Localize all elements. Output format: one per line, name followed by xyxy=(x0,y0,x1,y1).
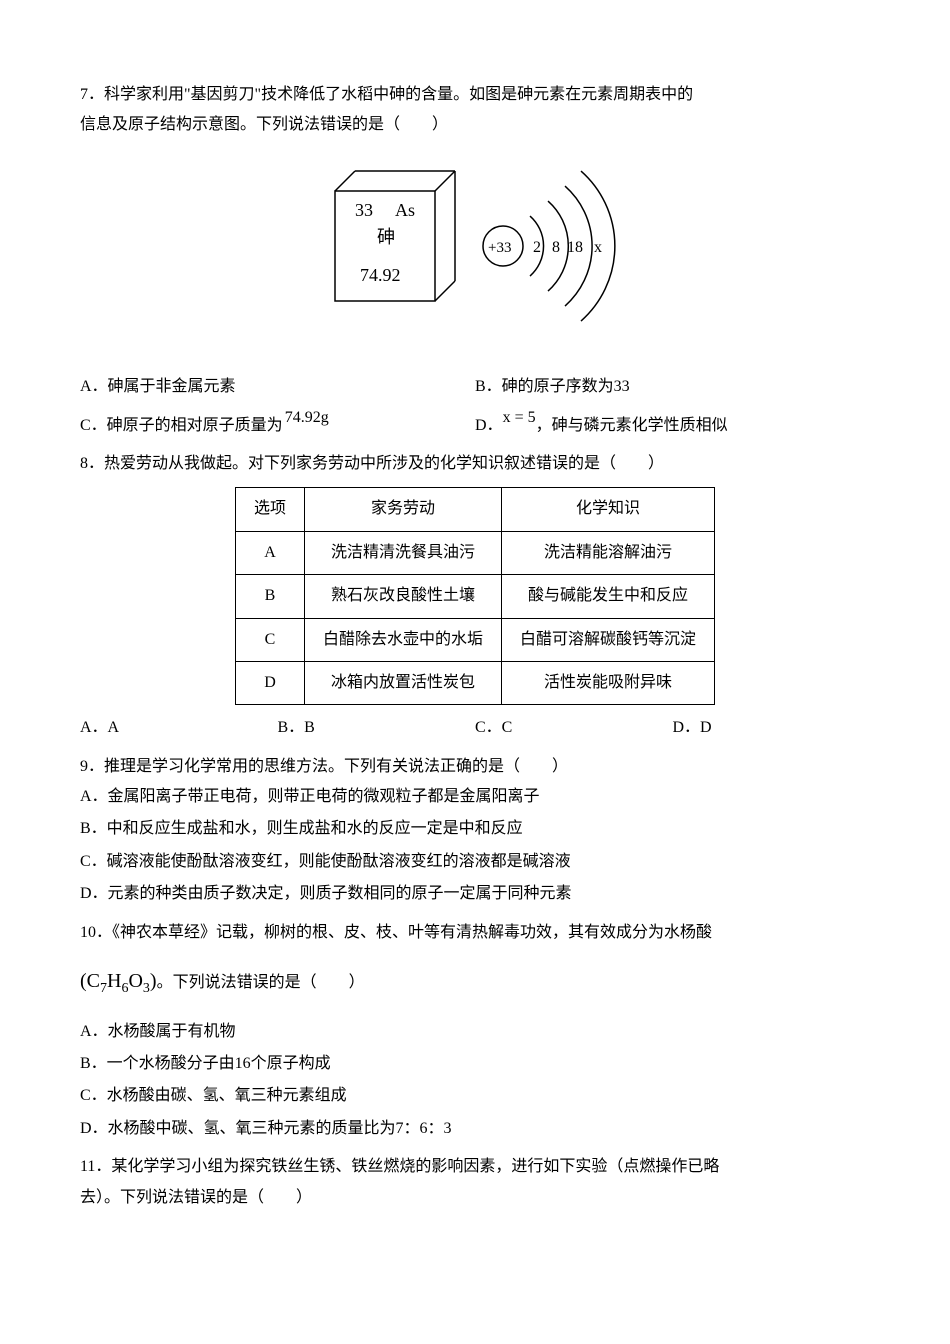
q7-option-c: C．砷原子的相对原子质量为74.92g xyxy=(80,403,475,441)
f-o: O xyxy=(128,970,142,992)
cell: 白醋除去水壶中的水垢 xyxy=(304,618,501,661)
q7-diagram: 33 As 砷 74.92 +33 2 8 18 x xyxy=(80,161,870,342)
cell: 酸与碱能发生中和反应 xyxy=(502,575,715,618)
q7-stem-line2: 信息及原子结构示意图。下列说法错误的是（ ） xyxy=(80,110,870,140)
question-11: 11．某化学学习小组为探究铁丝生锈、铁丝燃烧的影响因素，进行如下实验（点燃操作已… xyxy=(80,1152,870,1213)
table-row: C 白醋除去水壶中的水垢 白醋可溶解碳酸钙等沉淀 xyxy=(235,618,714,661)
cell: 白醋可溶解碳酸钙等沉淀 xyxy=(502,618,715,661)
cell: A xyxy=(235,531,304,574)
table-row: D 冰箱内放置活性炭包 活性炭能吸附异味 xyxy=(235,661,714,704)
cell: 洗洁精能溶解油污 xyxy=(502,531,715,574)
cell-symbol: As xyxy=(395,200,415,220)
cell: C xyxy=(235,618,304,661)
shell-3: 18 xyxy=(567,239,583,256)
q10-option-d: D．水杨酸中碳、氢、氧三种元素的质量比为7：6：3 xyxy=(80,1114,870,1144)
question-10: 10．《神农本草经》记载，柳树的根、皮、枝、叶等有清热解毒功效，其有效成分为水杨… xyxy=(80,918,870,1145)
q7-option-b: B．砷的原子序数为33 xyxy=(475,372,870,402)
table-row: B 熟石灰改良酸性土壤 酸与碱能发生中和反应 xyxy=(235,575,714,618)
shell-4: x xyxy=(594,239,602,256)
q11-stem-line1: 11．某化学学习小组为探究铁丝生锈、铁丝燃烧的影响因素，进行如下实验（点燃操作已… xyxy=(80,1152,870,1182)
q7-optc-value: 74.92g xyxy=(285,403,329,433)
q8-option-d: D．D xyxy=(673,713,871,743)
q9-option-b: B．中和反应生成盐和水，则生成盐和水的反应一定是中和反应 xyxy=(80,814,870,844)
f-c: C xyxy=(87,970,100,992)
q7-options: A．砷属于非金属元素 B．砷的原子序数为33 C．砷原子的相对原子质量为74.9… xyxy=(80,372,870,441)
cell: 冰箱内放置活性炭包 xyxy=(304,661,501,704)
f-7: 7 xyxy=(100,981,107,996)
shell-2: 8 xyxy=(552,239,560,256)
q7-option-a: A．砷属于非金属元素 xyxy=(80,372,475,402)
question-7: 7．科学家利用"基因剪刀"技术降低了水稻中砷的含量。如图是砷元素在元素周期表中的… xyxy=(80,80,870,441)
table-row: A 洗洁精清洗餐具油污 洗洁精能溶解油污 xyxy=(235,531,714,574)
q7-optc-prefix: C．砷原子的相对原子质量为 xyxy=(80,417,283,434)
cell-name: 砷 xyxy=(377,227,395,247)
th-option: 选项 xyxy=(235,488,304,531)
q7-optd-suffix: ，砷与磷元素化学性质相似 xyxy=(536,417,728,434)
cell: 活性炭能吸附异味 xyxy=(502,661,715,704)
cell: 熟石灰改良酸性土壤 xyxy=(304,575,501,618)
q7-optd-value: x = 5 xyxy=(503,403,536,433)
q9-option-a: A．金属阳离子带正电荷，则带正电荷的微观粒子都是金属阳离子 xyxy=(80,782,870,812)
f-3: 3 xyxy=(143,981,150,996)
nucleus-charge: +33 xyxy=(488,240,511,256)
q10-stem-line1: 10．《神农本草经》记载，柳树的根、皮、枝、叶等有清热解毒功效，其有效成分为水杨… xyxy=(80,918,870,948)
q10-formula-line: (C7H6O3)。下列说法错误的是（ ） xyxy=(80,962,870,1003)
q7-optd-prefix: D． xyxy=(475,417,503,434)
cell: 洗洁精清洗餐具油污 xyxy=(304,531,501,574)
cell-mass: 74.92 xyxy=(360,265,401,285)
q8-options: A．A B．B C．C D．D xyxy=(80,713,870,743)
q8-option-b: B．B xyxy=(278,713,476,743)
q10-option-a: A．水杨酸属于有机物 xyxy=(80,1017,870,1047)
question-9: 9．推理是学习化学常用的思维方法。下列有关说法正确的是（ ） A．金属阳离子带正… xyxy=(80,752,870,910)
salicylic-acid-formula: (C7H6O3) xyxy=(80,970,157,992)
question-8: 8．热爱劳动从我做起。对下列家务劳动中所涉及的化学知识叙述错误的是（ ） 选项 … xyxy=(80,449,870,744)
q9-option-d: D．元素的种类由质子数决定，则质子数相同的原子一定属于同种元素 xyxy=(80,879,870,909)
q10-option-c: C．水杨酸由碳、氢、氧三种元素组成 xyxy=(80,1081,870,1111)
q9-option-c: C．碱溶液能使酚酞溶液变红，则能使酚酞溶液变红的溶液都是碱溶液 xyxy=(80,847,870,877)
q10-stem-line2: 。下列说法错误的是（ ） xyxy=(157,974,365,991)
f-h: H xyxy=(107,970,121,992)
q7-stem-line1: 7．科学家利用"基因剪刀"技术降低了水稻中砷的含量。如图是砷元素在元素周期表中的 xyxy=(80,80,870,110)
cell-atomic-number: 33 xyxy=(355,200,373,220)
shell-1: 2 xyxy=(533,239,541,256)
q10-option-b: B．一个水杨酸分子由16个原子构成 xyxy=(80,1049,870,1079)
q9-stem: 9．推理是学习化学常用的思维方法。下列有关说法正确的是（ ） xyxy=(80,752,870,782)
q8-option-a: A．A xyxy=(80,713,278,743)
th-knowledge: 化学知识 xyxy=(502,488,715,531)
q11-stem-line2: 去）。下列说法错误的是（ ） xyxy=(80,1183,870,1213)
arsenic-diagram-svg: 33 As 砷 74.92 +33 2 8 18 x xyxy=(305,161,645,331)
th-activity: 家务劳动 xyxy=(304,488,501,531)
q8-option-c: C．C xyxy=(475,713,673,743)
q8-stem: 8．热爱劳动从我做起。对下列家务劳动中所涉及的化学知识叙述错误的是（ ） xyxy=(80,449,870,479)
table-header-row: 选项 家务劳动 化学知识 xyxy=(235,488,714,531)
cell: D xyxy=(235,661,304,704)
cell: B xyxy=(235,575,304,618)
q7-option-d: D．x = 5，砷与磷元素化学性质相似 xyxy=(475,403,870,441)
q8-table: 选项 家务劳动 化学知识 A 洗洁精清洗餐具油污 洗洁精能溶解油污 B 熟石灰改… xyxy=(235,487,715,705)
